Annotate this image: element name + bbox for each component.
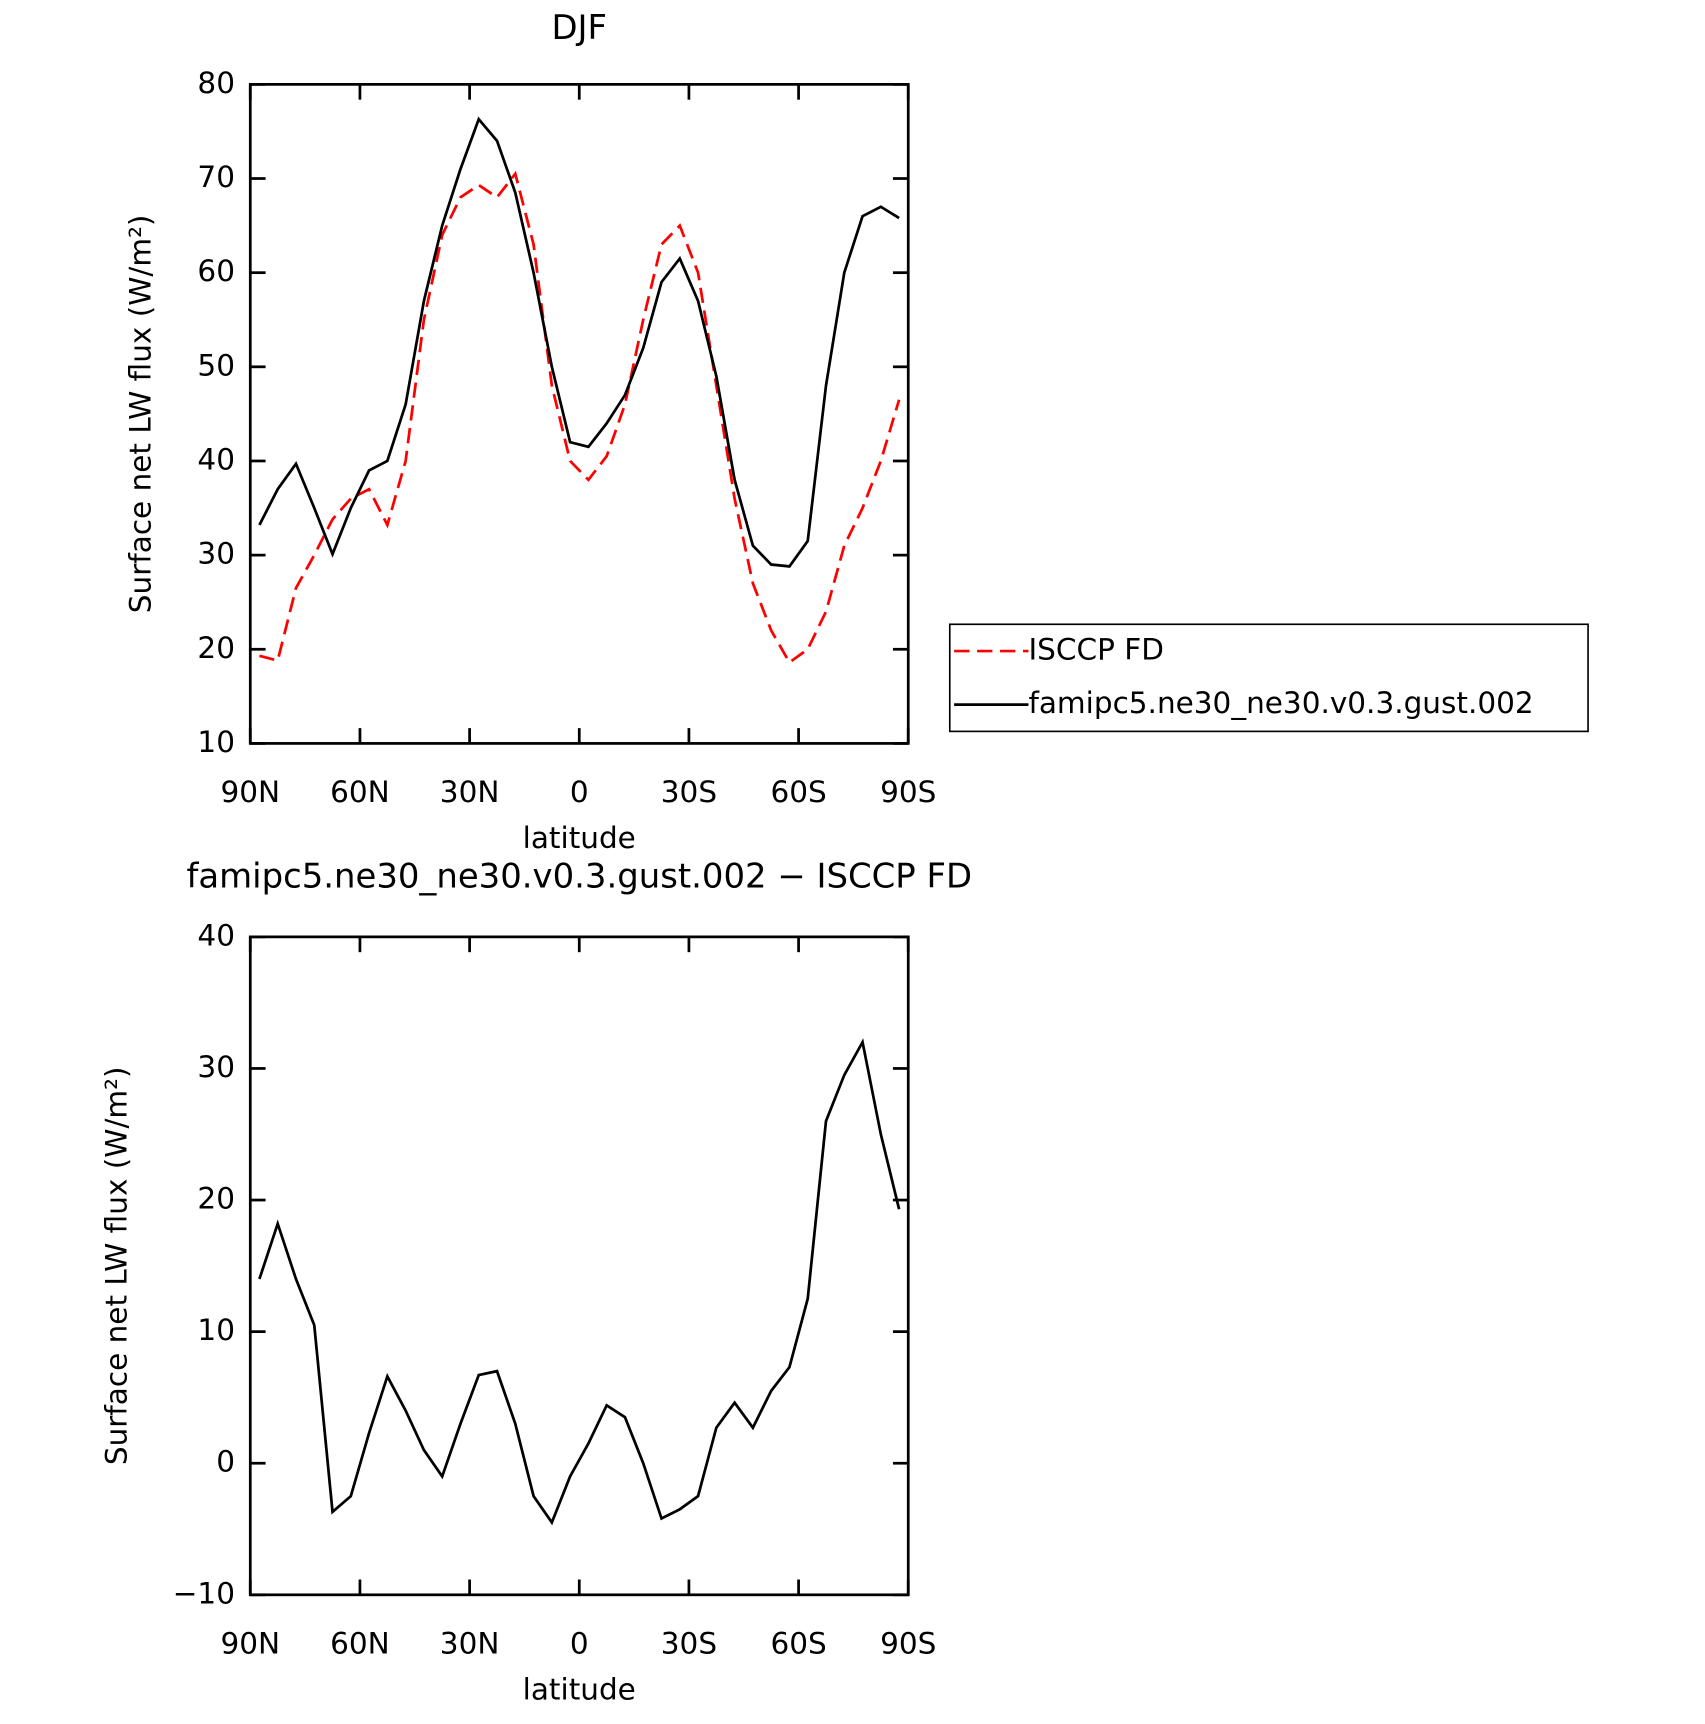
x-tick-label: 60N [330,1627,390,1661]
x-tick-label: 0 [570,1627,589,1661]
chart-title: famipc5.ne30_ne30.v0.3.gust.002 − ISCCP … [186,856,972,895]
chart-title: DJF [551,8,607,47]
x-tick-label: 90N [220,1627,280,1661]
y-axis-title: Surface net LW flux (W/m²) [100,1067,134,1466]
y-axis-title: Surface net LW flux (W/m²) [124,215,158,614]
y-tick-label: 30 [197,1050,235,1084]
legend-label: famipc5.ne30_ne30.v0.3.gust.002 [1028,686,1533,720]
y-tick-label: 20 [197,1182,235,1216]
y-tick-label: −10 [173,1576,235,1610]
y-tick-label: 10 [197,725,235,759]
y-tick-label: 30 [197,537,235,571]
x-tick-label: 30S [661,1627,717,1661]
y-tick-label: 60 [197,254,235,288]
y-tick-label: 40 [197,442,235,476]
x-axis-title: latitude [523,1673,636,1707]
x-tick-label: 60N [330,775,390,809]
y-tick-label: 20 [197,631,235,665]
legend-box [948,623,1589,733]
x-tick-label: 30N [440,775,500,809]
y-tick-label: 10 [197,1313,235,1347]
y-tick-label: 0 [216,1445,235,1479]
x-tick-label: 0 [570,775,589,809]
x-axis-title: latitude [523,821,636,855]
x-tick-label: 60S [770,775,826,809]
legend-label: ISCCP FD [1028,633,1163,667]
data-line [258,1038,901,1526]
y-tick-label: 70 [197,160,235,194]
data-line [259,170,901,665]
y-tick-label: 80 [197,66,235,100]
x-tick-label: 30N [440,1627,500,1661]
x-tick-label: 90S [880,775,936,809]
data-line [258,116,900,568]
x-tick-label: 90N [220,775,280,809]
y-tick-label: 40 [197,918,235,952]
y-tick-label: 50 [197,348,235,382]
x-tick-label: 90S [880,1627,936,1661]
x-tick-label: 30S [661,775,717,809]
x-tick-label: 60S [770,1627,826,1661]
